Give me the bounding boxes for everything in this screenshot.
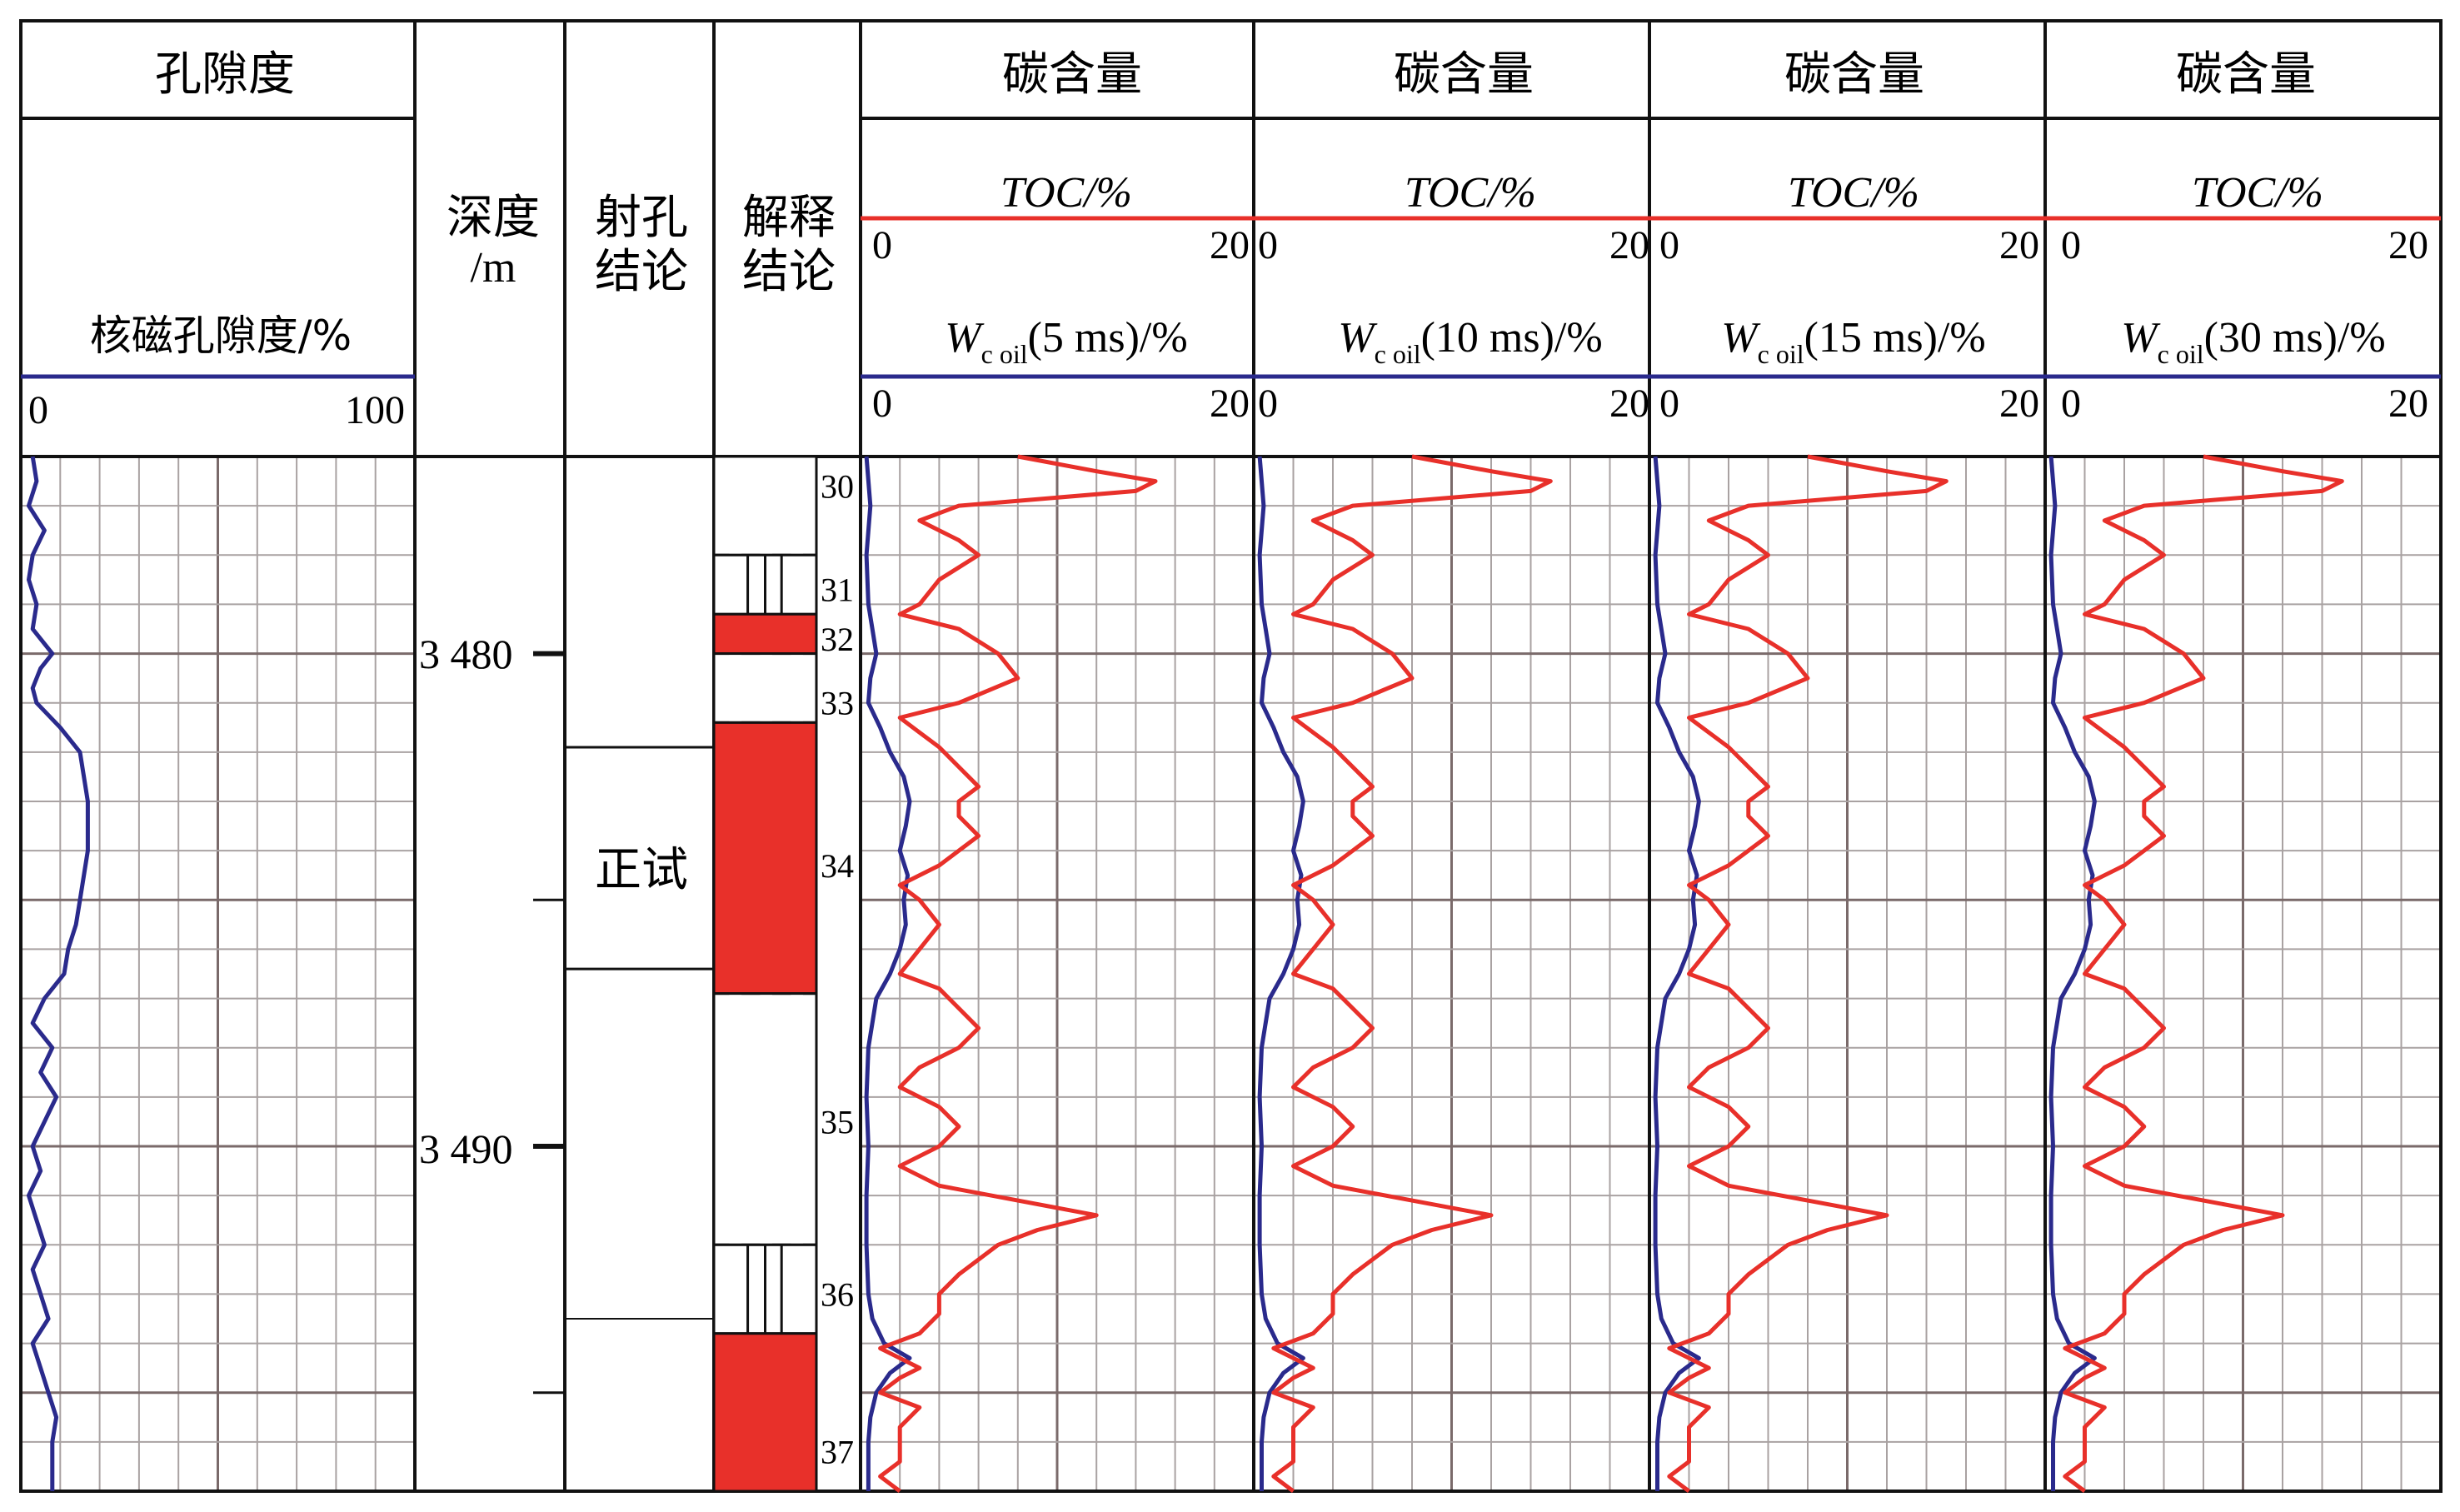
toc-scale-min: 0 [1659,223,1679,267]
toc-curve [878,454,1158,1493]
stripe [760,653,773,723]
toc-label: TOC/% [1000,169,1132,217]
carbon-title: 碳含量 [1394,47,1534,102]
log-curves [27,454,2344,1494]
woil-suffix: (15 ms)/% [1804,314,1986,362]
woil-scale-min: 0 [2061,382,2081,426]
porosity-curve-label: 核磁孔隙度/% [90,312,352,360]
woil-sub: c oil [1375,339,1421,369]
layer-number: 37 [821,1434,854,1471]
perforation-title-2: 结论 [595,245,688,299]
woil-scale-min: 0 [1659,382,1679,426]
carbon-title: 碳含量 [1784,47,1924,102]
depth-title: 深度 [447,191,540,245]
carbon-track-header-2: 碳含量 TOC/% 0 20 Wc oil(10 ms)/% 0 20 [1258,47,1649,426]
stripe [791,457,804,556]
woil-suffix: (30 ms)/% [2204,314,2386,362]
depth-label-3490: 3 490 [419,1125,513,1172]
toc-curve [1271,454,1553,1494]
interpretation-layers: 30 31 32 33 34 35 36 37 [712,455,854,1493]
woil-curve [1257,456,1305,1491]
porosity-track-title: 孔隙度 [155,47,295,102]
depth-unit: /m [471,244,516,292]
layer-number: 33 [821,685,854,722]
toc-curve [1667,454,1949,1494]
track-grids [20,456,2442,1492]
outer-border [19,19,2443,1493]
stripe [760,457,773,556]
carbon-track-header-3: 碳含量 TOC/% 0 20 Wc oil(15 ms)/% 0 20 [1659,47,2039,426]
woil-w: W [1721,314,1761,362]
layer-number: 32 [821,621,854,658]
woil-scale-max: 20 [1210,382,1250,426]
woil-sub: c oil [1758,339,1804,369]
carbon-track-header-1: 碳含量 TOC/% 0 20 Wc oil(5 ms)/% 0 20 [872,47,1250,426]
interpretation-title-2: 结论 [742,245,836,299]
stripe [729,653,742,723]
stripe [791,653,804,723]
interpretation-title-1: 解释 [742,191,836,245]
layer-number: 36 [821,1275,854,1313]
porosity-curve [27,456,90,1491]
porosity-scale-min: 0 [28,388,48,432]
layer-37 [712,1332,818,1493]
stripe [760,993,773,1245]
porosity-scale-max: 100 [345,388,405,432]
toc-scale-max: 20 [1210,223,1250,267]
woil-sub: c oil [981,339,1028,369]
woil-label: Wc oil(15 ms)/% [1721,314,1985,369]
toc-curve [2063,454,2344,1494]
woil-w: W [1338,314,1378,362]
toc-scale-min: 0 [2061,223,2081,267]
layer-number: 30 [821,467,854,505]
woil-w: W [945,314,985,362]
woil-sub: c oil [2158,339,2204,369]
carbon-title: 碳含量 [1002,47,1142,102]
woil-w: W [2121,314,2161,362]
toc-scale-min: 0 [1258,223,1278,267]
toc-scale-max: 20 [1609,223,1649,267]
toc-label: TOC/% [1405,169,1536,217]
toc-label: TOC/% [1788,169,1919,217]
woil-scale-max: 20 [2388,382,2428,426]
layer-34 [712,721,818,996]
toc-label: TOC/% [2192,169,2323,217]
woil-curve [1653,456,1701,1491]
layer-32 [712,612,818,656]
woil-curve [864,456,912,1491]
depth-ticks [533,651,565,1395]
woil-scale-min: 0 [1258,382,1278,426]
stripe [791,993,804,1245]
toc-scale-min: 0 [872,223,892,267]
stripe [729,457,742,556]
stripe [729,993,742,1245]
perforation-label: 正试 [595,843,688,897]
woil-label: Wc oil(10 ms)/% [1338,314,1602,369]
depth-label-3480: 3 480 [419,631,513,677]
layer-number: 31 [821,571,854,609]
woil-label: Wc oil(30 ms)/% [2121,314,2385,369]
toc-scale-max: 20 [2388,223,2428,267]
woil-suffix: (5 ms)/% [1028,314,1188,362]
woil-curve [2048,456,2097,1491]
layer-number: 35 [821,1103,854,1140]
woil-scale-max: 20 [1999,382,2039,426]
woil-scale-max: 20 [1609,382,1649,426]
carbon-track-header-4: 碳含量 TOC/% 0 20 Wc oil(30 ms)/% 0 20 [2061,47,2428,426]
layer-number: 34 [821,847,854,885]
woil-suffix: (10 ms)/% [1421,314,1603,362]
woil-label: Wc oil(5 ms)/% [945,314,1187,369]
perforation-title-1: 射孔 [595,191,688,245]
carbon-title: 碳含量 [2176,47,2316,102]
woil-scale-min: 0 [872,382,892,426]
toc-scale-max: 20 [1999,223,2039,267]
